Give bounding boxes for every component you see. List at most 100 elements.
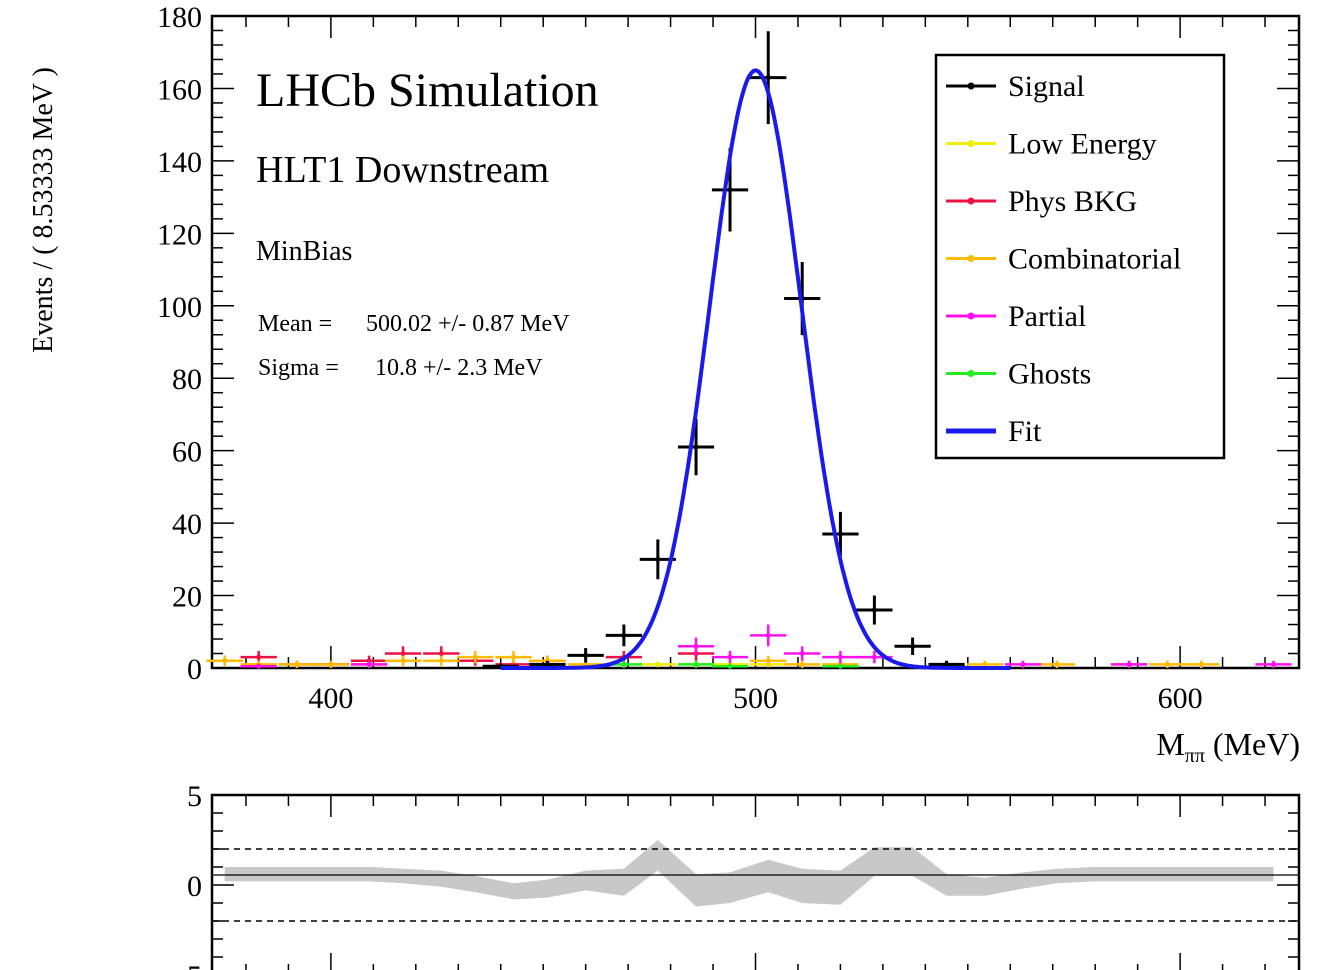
data-point: [222, 658, 228, 664]
y-tick-label: 160: [157, 73, 202, 106]
data-point: [1164, 661, 1170, 667]
data-point: [655, 661, 661, 667]
data-point: [438, 651, 444, 657]
y-tick-label: 100: [157, 291, 202, 324]
data-point: [256, 654, 262, 660]
legend-entry-phys-bkg: Phys BKG: [946, 185, 1137, 218]
mean-value: 500.02 +/- 0.87 MeV: [366, 311, 570, 337]
legend-label: Ghosts: [1008, 358, 1091, 391]
data-point: [294, 661, 300, 667]
data-point: [837, 663, 843, 669]
legend-label: Phys BKG: [1008, 185, 1137, 218]
data-point: [400, 651, 406, 657]
legend-marker: [967, 140, 975, 147]
data-point: [438, 658, 444, 664]
data-point: [837, 531, 843, 537]
ratio-y-tick-label: 0: [187, 870, 202, 903]
data-point: [583, 652, 589, 658]
data-point: [621, 661, 627, 667]
x-tick-label: 400: [308, 682, 353, 715]
y-tick-label: 0: [187, 653, 202, 686]
legend-entry-low-energy: Low Energy: [946, 128, 1157, 161]
ratio-band: [224, 840, 1274, 907]
ratio-plot: 5 0 −5: [170, 780, 1301, 970]
sigma-value: 10.8 +/- 2.3 MeV: [375, 355, 543, 381]
data-point: [727, 654, 733, 660]
data-point: [544, 661, 550, 667]
data-point: [1054, 661, 1060, 667]
data-point: [871, 607, 877, 613]
y-tick-label: 40: [172, 508, 202, 541]
legend-marker: [967, 312, 975, 320]
main-series: [206, 31, 1292, 669]
legend: Signal Low Energy Phys BKG Combinatorial Par…: [934, 53, 1226, 460]
data-point: [693, 643, 699, 649]
data-point: [799, 651, 805, 657]
legend-entry-combinatorial: Combinatorial: [946, 243, 1181, 276]
y-tick-label: 180: [157, 1, 202, 34]
y-tick-label: 20: [172, 581, 202, 614]
data-point: [256, 663, 262, 669]
data-point: [871, 654, 877, 660]
main-tick-labels: 400 500 600 0 20 40 60 80 100 120 140 160 180: [157, 1, 1203, 715]
legend-marker: [967, 82, 975, 90]
legend-label: Fit: [1008, 415, 1042, 448]
legend-marker: [967, 370, 975, 377]
data-point: [655, 556, 661, 562]
series-partial: [240, 624, 1292, 669]
legend-label: Signal: [1008, 70, 1085, 103]
y-tick-label: 80: [172, 363, 202, 396]
x-axis-label-sub: ππ: [1185, 745, 1205, 767]
legend-label: Combinatorial: [1008, 243, 1181, 276]
fit-curve: [500, 68, 1011, 670]
legend-marker: [967, 255, 975, 262]
ratio-reference-lines: [212, 848, 1299, 922]
data-point: [1271, 661, 1277, 667]
ratio-tick-labels: 5 0 −5: [170, 780, 202, 970]
mean-label: Mean =: [258, 311, 332, 337]
legend-entry-signal: Signal: [946, 70, 1085, 103]
sample-label: MinBias: [256, 236, 352, 267]
data-point: [765, 75, 771, 81]
data-point: [727, 187, 733, 193]
data-point: [765, 632, 771, 638]
data-point: [510, 654, 516, 660]
data-point: [366, 661, 372, 667]
data-point: [693, 444, 699, 450]
legend-box: [934, 53, 1226, 460]
sigma-label: Sigma =: [258, 355, 339, 381]
data-point: [944, 661, 950, 667]
y-tick-label: 60: [172, 436, 202, 469]
legend-label: Low Energy: [1008, 128, 1157, 161]
legend-entry-fit: Fit: [946, 415, 1042, 448]
data-point: [1126, 661, 1132, 667]
data-point: [910, 643, 916, 649]
y-tick-label: 140: [157, 146, 202, 179]
data-point: [765, 658, 771, 664]
data-point: [693, 661, 699, 667]
ratio-y-tick-label: −5: [170, 960, 202, 970]
legend-entry-ghosts: Ghosts: [946, 358, 1091, 391]
data-point: [982, 661, 988, 667]
data-point: [727, 663, 733, 669]
chart-subtitle: HLT1 Downstream: [256, 149, 549, 191]
chart-title: LHCb Simulation: [256, 64, 599, 117]
legend-entry-partial: Partial: [946, 300, 1086, 333]
ratio-y-tick-label: 5: [187, 780, 202, 813]
x-axis-label-main: M: [1156, 726, 1184, 762]
main-plot: 400 500 600 0 20 40 60 80 100 120 140 160 180 LHCb S…: [28, 1, 1301, 767]
data-point: [1020, 661, 1026, 667]
data-point: [400, 658, 406, 664]
data-point: [837, 654, 843, 660]
data-point: [328, 661, 334, 667]
x-tick-label: 600: [1158, 682, 1203, 715]
x-axis-label: Mππ (MeV): [1156, 726, 1300, 767]
x-tick-label: 500: [733, 682, 778, 715]
main-ticks: [212, 15, 1299, 669]
data-point: [472, 654, 478, 660]
y-axis-label: Events / ( 8.53333 MeV ): [28, 67, 59, 353]
legend-marker: [967, 197, 975, 205]
y-tick-label: 120: [157, 218, 202, 251]
legend-label: Partial: [1008, 300, 1086, 333]
